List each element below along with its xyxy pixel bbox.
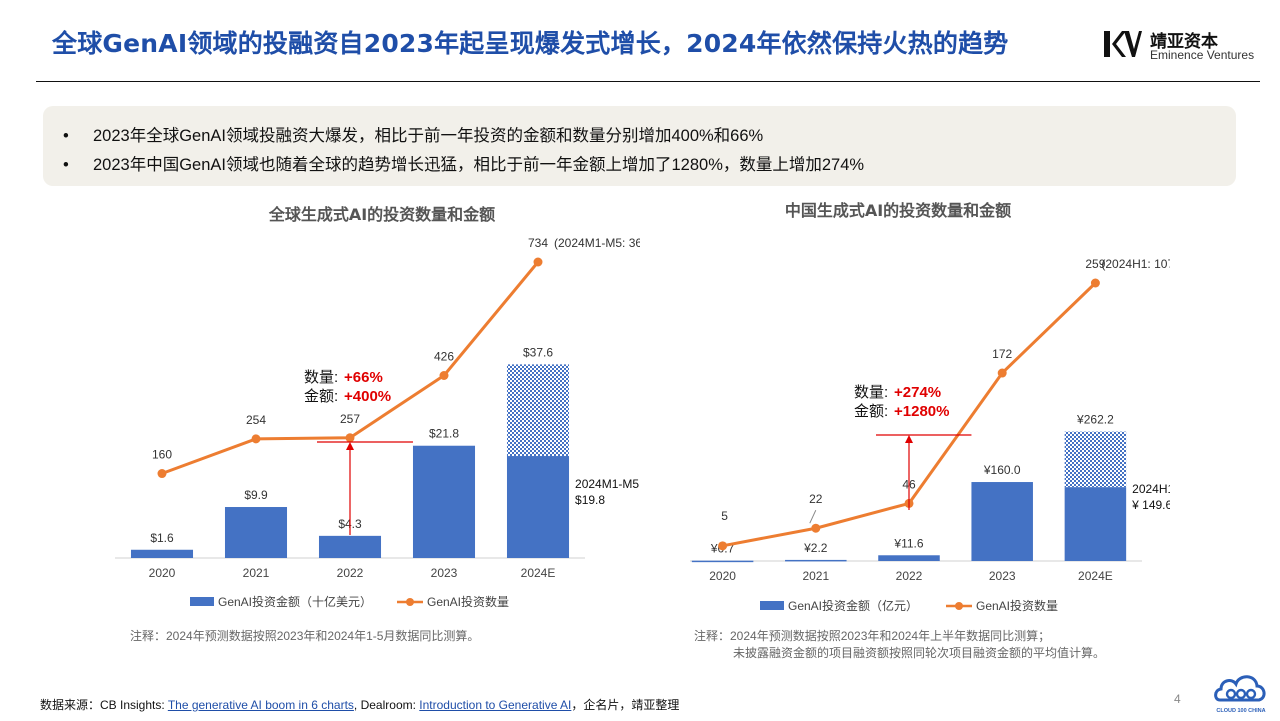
bar-value-label: $9.9: [244, 488, 268, 502]
x-tick-label: 2020: [149, 566, 176, 580]
bar: [878, 555, 940, 561]
data-source: 数据来源：CB Insights: The generative AI boom…: [40, 698, 680, 712]
line-point: [533, 257, 543, 267]
bar-value-label: $37.6: [523, 345, 553, 359]
growth-count-value: +274%: [894, 384, 941, 401]
china-genai-chart: 中国生成式AI的投资数量和金额¥0.72020¥2.22021¥11.62022…: [690, 201, 1170, 613]
bullet-marker: •: [63, 156, 69, 174]
source-link-cb-insights[interactable]: The generative AI boom in 6 charts: [167, 698, 354, 712]
last-point-annotation: (2024M1-M5: 367): [554, 236, 640, 250]
source-link-dealroom[interactable]: Introduction to Generative AI: [419, 698, 572, 712]
bar-value-label: $1.6: [150, 531, 174, 545]
bar-value-label: ¥11.6: [893, 536, 923, 550]
line-value-label: 254: [246, 413, 266, 427]
bar-value-label: $21.8: [429, 427, 459, 441]
legend-line-marker: [955, 602, 963, 610]
global-genai-chart: 全球生成式AI的投资数量和金额$1.62020$9.92021$4.32022$…: [115, 205, 640, 609]
line-point: [997, 368, 1007, 378]
svg-text:CLOUD 100 CHINA: CLOUD 100 CHINA: [1216, 708, 1265, 714]
x-tick-label: 2021: [802, 569, 829, 583]
bar: [318, 535, 382, 558]
bullet-marker: •: [63, 127, 69, 145]
cloud-icon: CLOUD 100 CHINA: [1214, 675, 1266, 714]
bar: [785, 559, 847, 562]
logo-english-name: Eminence Ventures: [1150, 48, 1255, 62]
last-point-annotation: (2024H1: 107): [1101, 257, 1170, 271]
x-tick-label: 2024E: [1078, 569, 1113, 583]
bar: [224, 507, 288, 558]
line-point: [811, 523, 821, 533]
chart-title: 全球生成式AI的投资数量和金额: [268, 205, 495, 224]
bar: [506, 456, 570, 558]
growth-amount-value: +400%: [344, 388, 391, 405]
partial-bar-value: $19.8: [575, 493, 605, 507]
china-chart-note: 注释：2024年预测数据按照2023年和2024年上半年数据同比测算； 未披露融…: [694, 629, 1106, 660]
x-tick-label: 2022: [337, 566, 364, 580]
line-value-label: 734: [528, 236, 548, 250]
x-tick-label: 2021: [243, 566, 270, 580]
bar: [1064, 487, 1127, 561]
partial-bar-label: 2024M1-M5:: [575, 477, 640, 491]
bar: [971, 482, 1033, 561]
bar-value-label: ¥160.0: [983, 463, 1021, 477]
growth-arrow-head: [346, 442, 354, 450]
forecast-bar-segment: [1064, 431, 1127, 488]
growth-count-label: 数量:: [304, 369, 338, 386]
partial-bar-label: 2024H1:: [1132, 482, 1170, 496]
growth-count-value: +66%: [344, 369, 383, 386]
line-value-label: 259: [1085, 257, 1105, 271]
line-value-label: 172: [992, 347, 1012, 361]
logo-chinese-name: 靖亚资本: [1150, 32, 1218, 52]
growth-arrow-head: [905, 435, 913, 443]
x-tick-label: 2023: [431, 566, 458, 580]
page-number: 4: [1174, 692, 1181, 706]
bar-value-label: ¥2.2: [803, 541, 828, 555]
line-point: [439, 370, 449, 380]
legend-bar-swatch: [190, 597, 214, 606]
legend-line-marker: [406, 598, 414, 606]
line-point: [251, 434, 261, 444]
bar: [412, 445, 476, 558]
bar: [691, 560, 754, 563]
growth-amount-value: +1280%: [894, 403, 949, 420]
chart-title: 中国生成式AI的投资数量和金额: [785, 201, 1011, 220]
legend-line-label: GenAI投资数量: [976, 598, 1058, 613]
growth-count-label: 数量:: [854, 384, 888, 401]
x-tick-label: 2020: [709, 569, 736, 583]
line-value-label: 22: [809, 492, 823, 506]
line-value-label: 160: [152, 448, 172, 462]
x-tick-label: 2022: [896, 569, 923, 583]
global-chart-note: 注释：2024年预测数据按照2023年和2024年1-5月数据同比测算。: [130, 629, 480, 643]
line-value-label: 426: [434, 349, 454, 363]
line-value-label: 5: [721, 509, 728, 523]
key-findings-box: • 2023年全球GenAI领域投融资大爆发，相比于前一年投资的金额和数量分别增加…: [43, 106, 1236, 186]
growth-amount-label: 金额:: [304, 388, 338, 405]
forecast-bar-segment: [506, 364, 570, 457]
line-value-label: 257: [340, 412, 360, 426]
finding-china: • 2023年中国GenAI领域也随着全球的趋势增长迅猛，相比于前一年金额上增加了…: [63, 156, 865, 174]
x-tick-label: 2024E: [521, 566, 556, 580]
line-point: [1090, 278, 1100, 288]
line-point: [157, 469, 167, 479]
growth-amount-label: 金额:: [854, 403, 888, 420]
legend-bar-label: GenAI投资金额（十亿美元）: [218, 594, 372, 609]
legend-bar-swatch: [760, 601, 784, 610]
bar: [130, 549, 194, 558]
line-point: [345, 433, 355, 443]
eminence-ventures-logo: 靖亚资本 Eminence Ventures: [1102, 27, 1272, 67]
finding-global: • 2023年全球GenAI领域投融资大爆发，相比于前一年投资的金额和数量分别增加…: [63, 127, 764, 145]
bar-value-label: ¥262.2: [1076, 413, 1114, 427]
ev-logo-icon: [1104, 31, 1142, 57]
page-title: 全球GenAI领域的投融资自2023年起呈现爆发式增长，2024年依然保持火热的…: [52, 29, 1009, 58]
header-divider: [36, 81, 1260, 82]
legend-bar-label: GenAI投资金额（亿元）: [788, 598, 918, 613]
cloud-100-china-logo: CLOUD 100 CHINA: [1212, 666, 1270, 716]
line-point: [718, 541, 728, 551]
partial-bar-value: ¥ 149.6: [1131, 498, 1170, 512]
x-tick-label: 2023: [989, 569, 1016, 583]
label-leader-line: [809, 510, 817, 524]
legend-line-label: GenAI投资数量: [427, 594, 509, 609]
